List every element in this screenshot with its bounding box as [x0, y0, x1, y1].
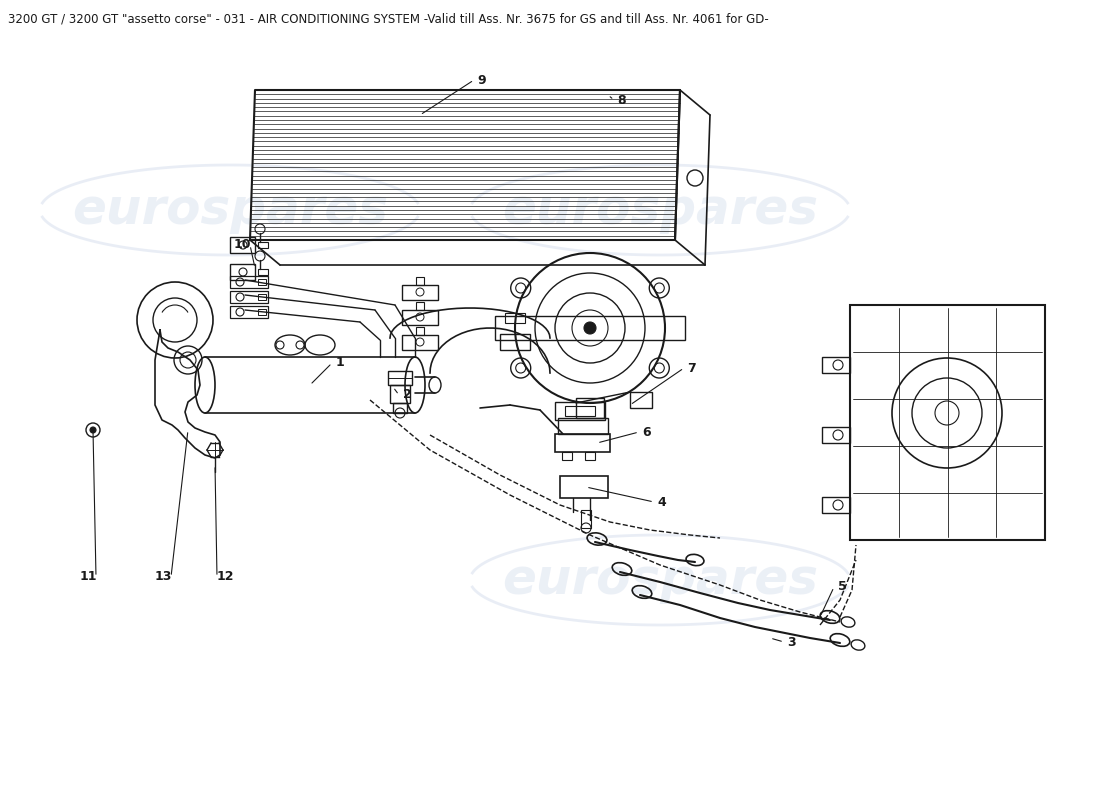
Text: 7: 7	[688, 362, 696, 374]
Text: 2: 2	[403, 389, 411, 402]
Bar	[230, 237, 255, 253]
Bar	[822, 427, 850, 443]
Bar	[416, 277, 424, 285]
Bar	[556, 402, 605, 420]
Bar	[560, 476, 608, 498]
Text: 12: 12	[217, 570, 233, 583]
Bar	[402, 285, 438, 300]
Bar	[258, 269, 268, 275]
Bar	[416, 302, 424, 310]
Text: 4: 4	[658, 495, 667, 509]
Bar	[388, 371, 412, 385]
Bar	[565, 406, 595, 416]
Bar	[850, 305, 1045, 540]
Text: 13: 13	[154, 570, 172, 583]
Bar	[495, 316, 685, 340]
Bar	[416, 327, 424, 335]
Text: eurospares: eurospares	[502, 556, 818, 604]
Bar	[576, 398, 604, 418]
Bar	[230, 276, 268, 288]
Text: 1: 1	[336, 357, 344, 370]
Bar	[258, 309, 266, 315]
Bar	[558, 418, 608, 434]
Bar	[258, 294, 266, 300]
Text: 6: 6	[642, 426, 651, 438]
Bar	[500, 334, 530, 350]
Bar	[258, 242, 268, 248]
Bar	[556, 434, 610, 452]
Text: 5: 5	[837, 581, 846, 594]
Text: 3: 3	[788, 635, 796, 649]
Bar	[822, 357, 850, 373]
Circle shape	[584, 322, 596, 334]
Bar	[230, 306, 268, 318]
Bar	[393, 403, 407, 413]
Bar	[402, 335, 438, 350]
Text: 8: 8	[618, 94, 626, 106]
Text: 3200 GT / 3200 GT "assetto corse" - 031 - AIR CONDITIONING SYSTEM -Valid till As: 3200 GT / 3200 GT "assetto corse" - 031 …	[8, 12, 769, 25]
Bar	[505, 313, 525, 323]
Bar	[390, 385, 410, 403]
Bar	[230, 264, 255, 280]
Bar	[562, 452, 572, 460]
Bar	[630, 392, 652, 408]
Text: 11: 11	[79, 570, 97, 583]
Bar	[822, 497, 850, 513]
Bar	[585, 452, 595, 460]
Bar	[230, 291, 268, 303]
Circle shape	[90, 427, 96, 433]
Text: 10: 10	[233, 238, 251, 251]
Text: eurospares: eurospares	[502, 186, 818, 234]
Bar	[402, 310, 438, 325]
Bar	[581, 510, 591, 528]
Text: eurospares: eurospares	[72, 186, 388, 234]
Text: 9: 9	[477, 74, 486, 86]
Bar	[258, 279, 266, 285]
